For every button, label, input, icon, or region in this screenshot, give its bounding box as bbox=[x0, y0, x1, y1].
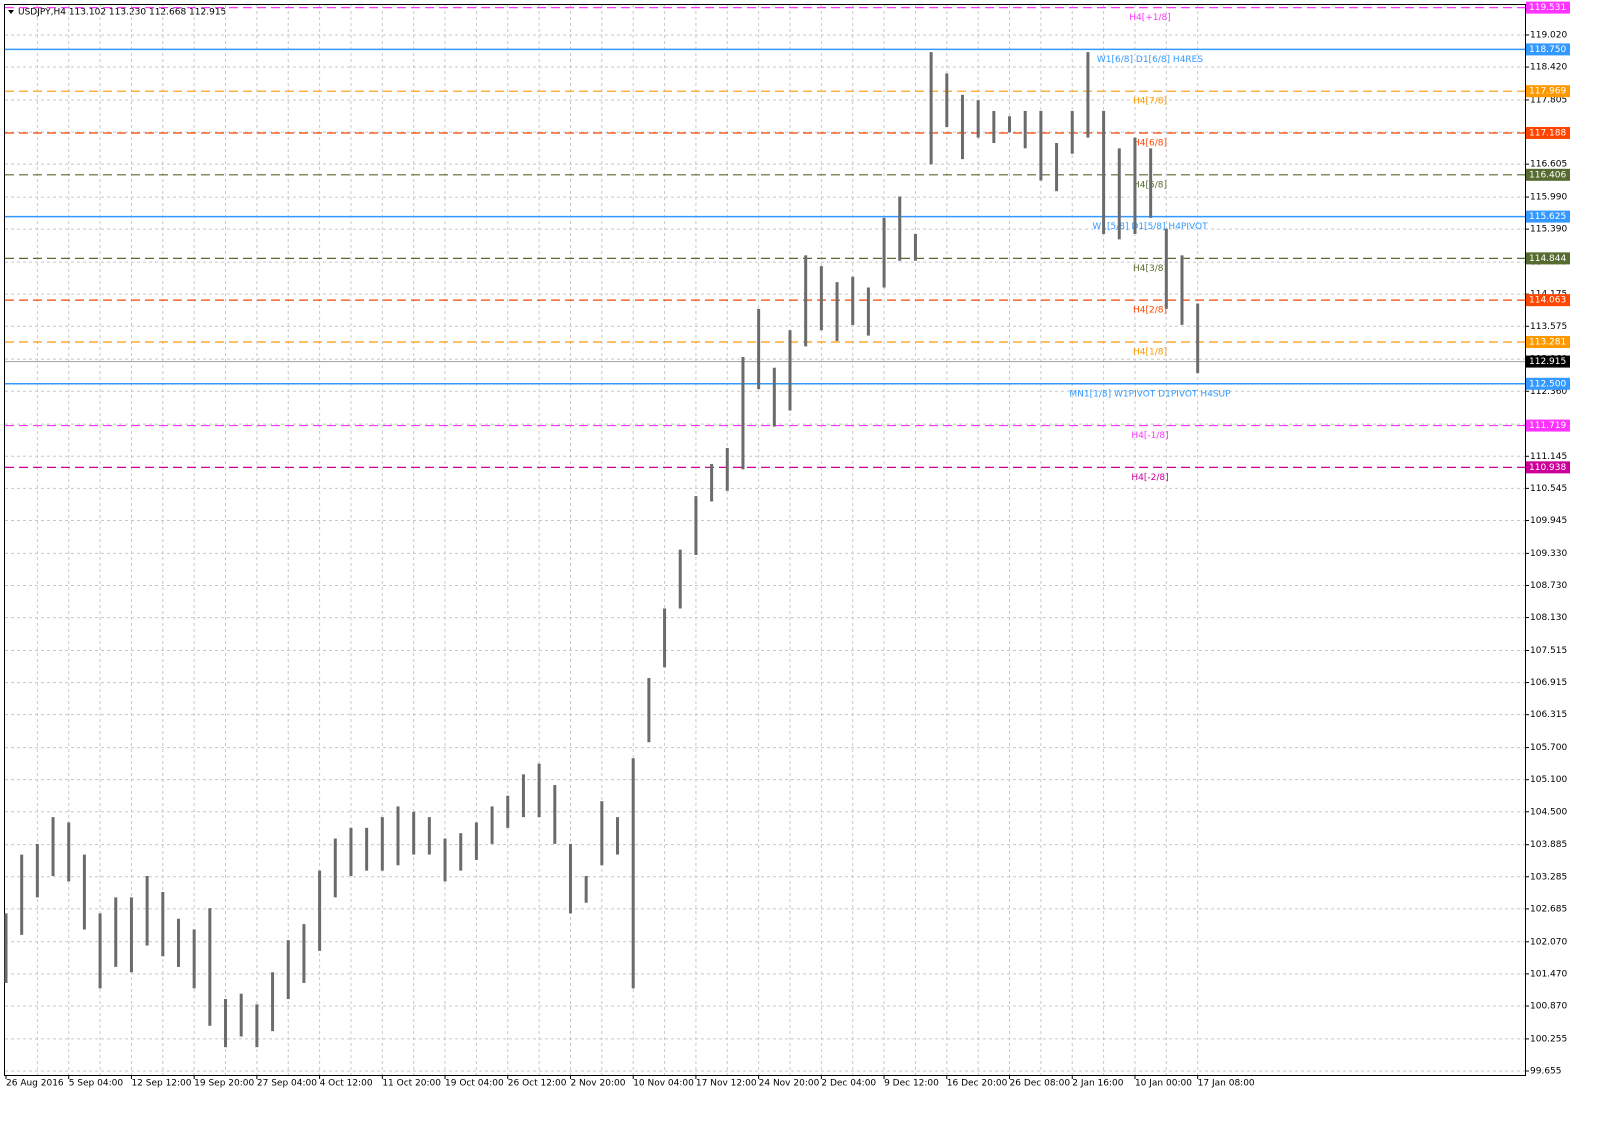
y-tick-label: 106.315 bbox=[1530, 710, 1567, 720]
menu-arrow bbox=[8, 10, 14, 14]
levels: H4[+1/8] W1[6/8] D1[6/8] H4RES H4[7/8] H4[6… bbox=[5, 7, 1525, 483]
y-tick-label: 102.070 bbox=[1530, 937, 1567, 947]
y-tick-label: 103.885 bbox=[1530, 840, 1567, 850]
level-price-label: 114.844 bbox=[1529, 254, 1566, 264]
y-tick-label: 108.730 bbox=[1530, 581, 1567, 591]
level-name: H4[6/8] bbox=[1133, 138, 1167, 148]
y-tick-label: 104.500 bbox=[1530, 807, 1567, 817]
y-tick-label: 103.285 bbox=[1530, 872, 1567, 882]
y-tick-label: 100.870 bbox=[1530, 1001, 1567, 1011]
level-name: MN1[1/8] W1PIVOT D1PIVOT H4SUP bbox=[1069, 389, 1231, 399]
level-price-box bbox=[1526, 210, 1570, 223]
x-tick-label: 19 Sep 20:00 bbox=[194, 1079, 254, 1089]
level-name: W1[6/8] D1[6/8] H4RES bbox=[1097, 55, 1203, 65]
y-tick-label: 101.470 bbox=[1530, 969, 1567, 979]
level-price-box bbox=[1526, 252, 1570, 265]
symbol-header: USDJPY,H4 113.102 113.230 112.668 112.91… bbox=[18, 8, 226, 18]
x-tick-label: 10 Nov 04:00 bbox=[633, 1079, 694, 1089]
price-axis: 119.020118.420117.805117.205116.605115.9… bbox=[5, 1, 1570, 1089]
x-tick-label: 10 Jan 00:00 bbox=[1135, 1079, 1192, 1089]
y-tick-label: 105.100 bbox=[1530, 775, 1567, 785]
level-price-box bbox=[1526, 377, 1570, 390]
y-tick-label: 100.255 bbox=[1530, 1034, 1567, 1044]
y-tick-label: 119.020 bbox=[1530, 30, 1567, 40]
level-price-box bbox=[1526, 126, 1570, 139]
y-tick-label: 117.805 bbox=[1530, 95, 1567, 105]
y-tick-label: 105.700 bbox=[1530, 743, 1567, 753]
level-price-box bbox=[1526, 43, 1570, 56]
y-tick-label: 113.575 bbox=[1530, 322, 1567, 332]
y-tick-label: 118.420 bbox=[1530, 63, 1567, 73]
level-price-box bbox=[1526, 461, 1570, 474]
y-tick-label: 102.685 bbox=[1530, 904, 1567, 914]
last-price-label: 112.915 bbox=[1529, 357, 1566, 367]
y-tick-label: 110.545 bbox=[1530, 484, 1567, 494]
level-name: H4[1/8] bbox=[1133, 347, 1167, 357]
x-tick-label: 17 Jan 08:00 bbox=[1198, 1079, 1255, 1089]
y-tick-label: 111.145 bbox=[1530, 452, 1567, 462]
level-price-label: 113.281 bbox=[1529, 337, 1566, 347]
x-tick-label: 26 Aug 2016 bbox=[6, 1079, 64, 1089]
y-tick-label: 108.130 bbox=[1530, 613, 1567, 623]
level-name: H4[-2/8] bbox=[1131, 473, 1168, 483]
level-price-label: 116.406 bbox=[1529, 170, 1566, 180]
x-tick-label: 2 Dec 04:00 bbox=[821, 1079, 876, 1089]
level-price-label: 117.969 bbox=[1529, 87, 1566, 97]
x-tick-label: 12 Sep 12:00 bbox=[131, 1079, 191, 1089]
y-tick-label: 115.990 bbox=[1530, 193, 1567, 203]
y-tick-label: 109.945 bbox=[1530, 516, 1567, 526]
level-price-label: 110.938 bbox=[1529, 463, 1566, 473]
x-tick-label: 2 Jan 16:00 bbox=[1072, 1079, 1124, 1089]
level-price-box bbox=[1526, 294, 1570, 307]
x-tick-label: 26 Dec 08:00 bbox=[1010, 1079, 1071, 1089]
last-price-box bbox=[1526, 355, 1570, 368]
level-name: H4[-1/8] bbox=[1131, 431, 1168, 441]
x-tick-label: 17 Nov 12:00 bbox=[696, 1079, 757, 1089]
y-tick-label: 106.915 bbox=[1530, 678, 1567, 688]
level-price-label: 111.719 bbox=[1529, 421, 1566, 431]
x-tick-label: 26 Oct 12:00 bbox=[508, 1079, 567, 1089]
level-name: H4[+1/8] bbox=[1129, 13, 1171, 23]
level-price-label: 117.188 bbox=[1529, 128, 1566, 138]
level-price-label: 118.750 bbox=[1529, 45, 1566, 55]
plot-frame bbox=[4, 4, 1526, 1076]
y-tick-label: 109.330 bbox=[1530, 549, 1567, 559]
y-tick-label: 112.360 bbox=[1530, 387, 1567, 397]
grid bbox=[5, 5, 1525, 1075]
y-tick-label: 116.605 bbox=[1530, 160, 1567, 170]
x-tick-label: 4 Oct 12:00 bbox=[320, 1079, 373, 1089]
x-tick-label: 16 Dec 20:00 bbox=[947, 1079, 1008, 1089]
x-tick-label: 5 Sep 04:00 bbox=[69, 1079, 124, 1089]
level-price-box bbox=[1526, 168, 1570, 181]
level-price-label: 115.625 bbox=[1529, 212, 1566, 222]
y-tick-label: 107.515 bbox=[1530, 646, 1567, 656]
level-name: H4[2/8] bbox=[1133, 306, 1167, 316]
x-tick-label: 27 Sep 04:00 bbox=[257, 1079, 317, 1089]
level-price-label: 114.063 bbox=[1529, 296, 1566, 306]
y-tick-label: 115.390 bbox=[1530, 225, 1567, 235]
level-name: H4[3/8] bbox=[1133, 264, 1167, 274]
x-tick-label: 19 Oct 04:00 bbox=[445, 1079, 504, 1089]
level-price-box bbox=[1526, 419, 1570, 432]
level-price-label: 119.531 bbox=[1529, 3, 1566, 13]
level-price-box bbox=[1526, 1, 1570, 14]
level-name: H4[7/8] bbox=[1133, 97, 1167, 107]
x-tick-label: 9 Dec 12:00 bbox=[884, 1079, 939, 1089]
y-tick-label: 99.655 bbox=[1530, 1066, 1562, 1076]
level-price-box bbox=[1526, 335, 1570, 348]
x-tick-label: 24 Nov 20:00 bbox=[759, 1079, 820, 1089]
level-price-box bbox=[1526, 85, 1570, 98]
x-tick-label: 2 Nov 20:00 bbox=[570, 1079, 625, 1089]
level-price-label: 112.500 bbox=[1529, 379, 1566, 389]
bars bbox=[4, 52, 1200, 1048]
x-tick-label: 11 Oct 20:00 bbox=[382, 1079, 441, 1089]
level-name: W1[5/8] D1[5/8] H4PIVOT bbox=[1092, 222, 1208, 232]
